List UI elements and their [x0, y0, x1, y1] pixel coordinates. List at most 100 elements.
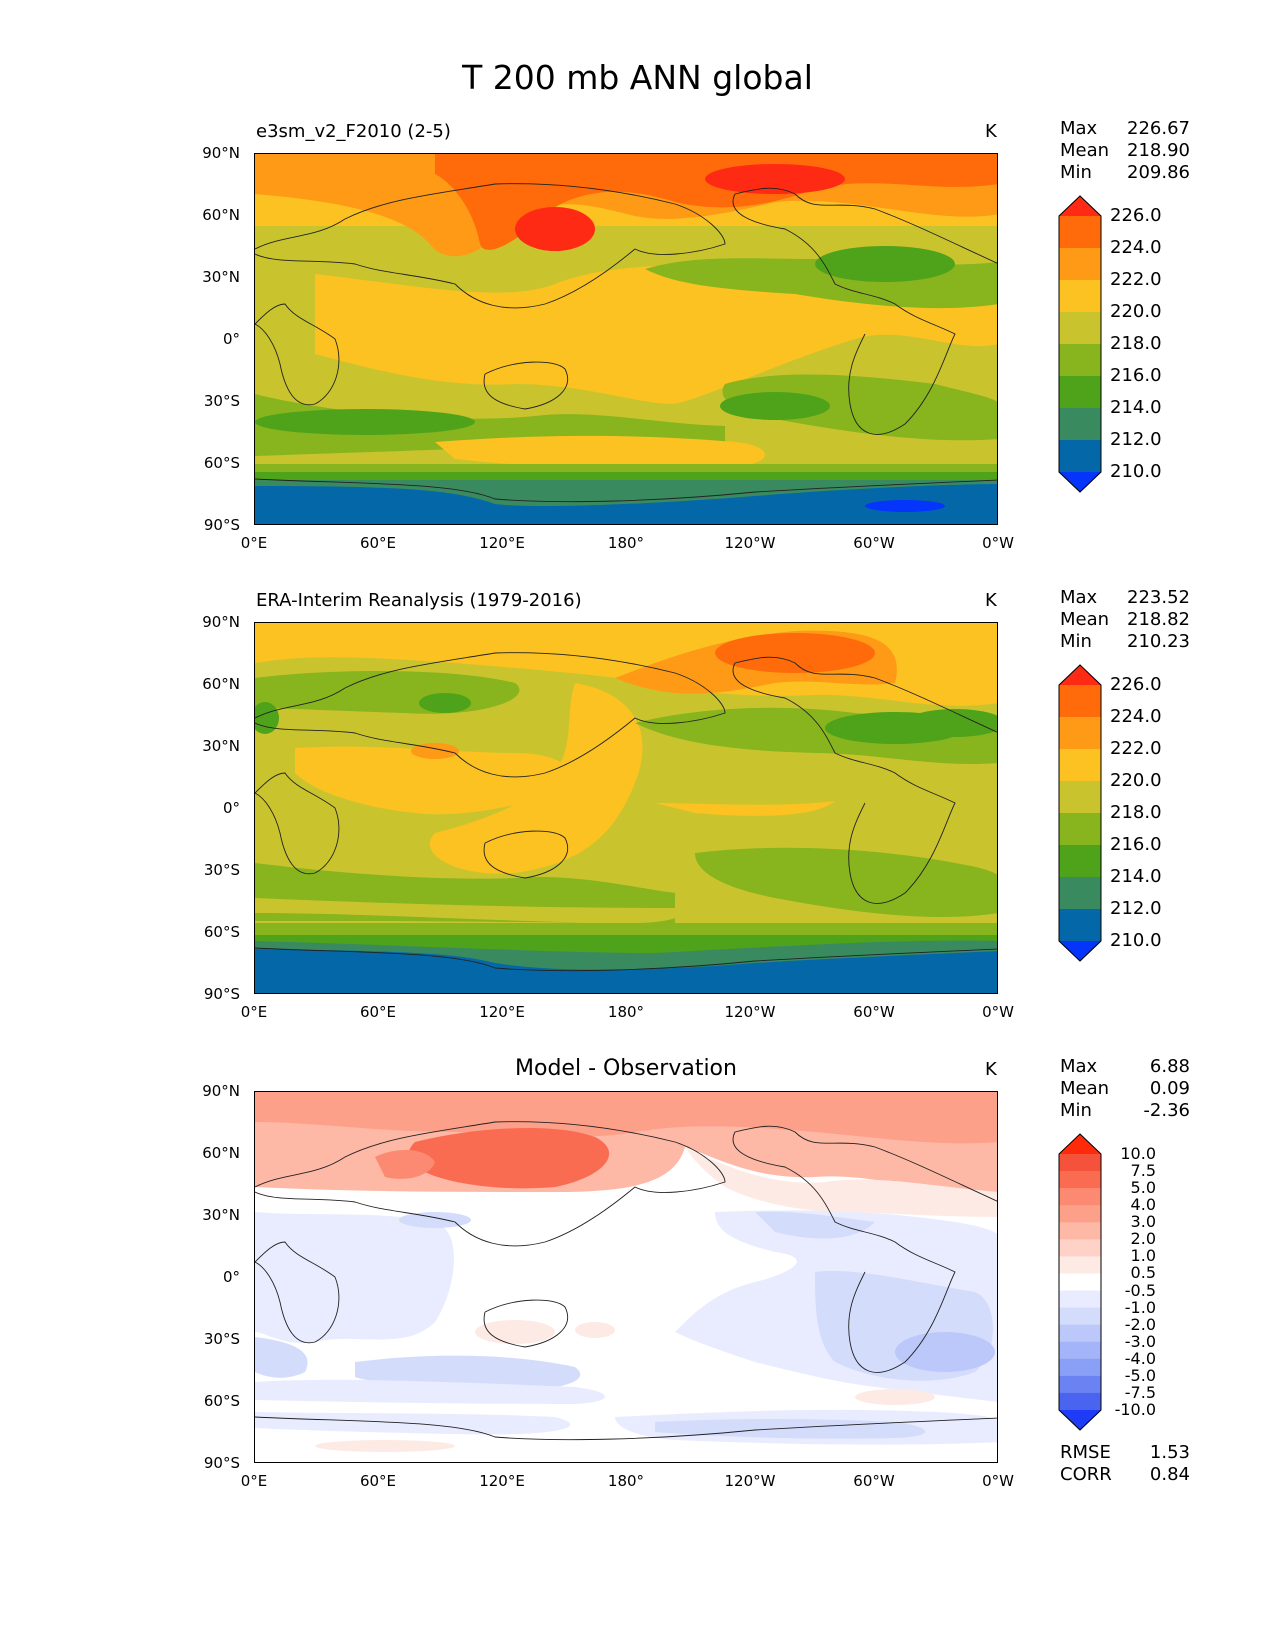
map-model	[254, 153, 998, 525]
y-tick-label: 60°S	[203, 1392, 240, 1410]
colorbar-tick-label: 216.0	[1110, 834, 1162, 855]
x-tick-label: 0°E	[240, 1003, 268, 1021]
units-label: K	[985, 1059, 997, 1080]
colorbar-graphic	[1058, 664, 1102, 962]
y-tick-label: 30°N	[202, 737, 240, 755]
rmse-corr-box: RMSE 1.53 CORR 0.84	[1060, 1442, 1190, 1486]
colorbar-tick-label: 5.0	[1130, 1178, 1156, 1198]
stats-box: Max 226.67 Mean 218.90 Min 209.86	[1060, 118, 1190, 184]
x-tick-label: 0°W	[982, 1472, 1014, 1490]
y-tick-label: 90°N	[202, 613, 240, 631]
y-tick-label: 90°S	[203, 1454, 240, 1472]
y-tick-label: 30°S	[203, 1330, 240, 1348]
stat-max: 6.88	[1149, 1056, 1190, 1077]
colorbar-tick-label: 210.0	[1110, 461, 1162, 482]
colorbar-segment	[1059, 376, 1101, 409]
y-tick-label: 90°S	[203, 985, 240, 1003]
rmse-value: 1.53	[1149, 1442, 1190, 1463]
x-tick-label: 120°W	[724, 1003, 776, 1021]
colorbar-extend-min	[1059, 941, 1101, 961]
stat-max-label: Max	[1060, 1056, 1098, 1077]
colorbar-segment	[1059, 845, 1101, 878]
colorbar-segment	[1059, 1324, 1101, 1343]
y-tick-label: 30°N	[202, 268, 240, 286]
colorbar-tick-label: -10.0	[1114, 1400, 1156, 1419]
colorbar-segment	[1059, 1392, 1101, 1411]
stat-min: -2.36	[1143, 1100, 1190, 1121]
colorbar-tick-label: 226.0	[1110, 674, 1162, 695]
x-tick-label: 120°W	[724, 534, 776, 552]
panel-diff: Model - Observation K	[0, 1056, 1275, 1496]
x-tick-label: 60°W	[853, 534, 895, 552]
colorbar-tick-label: 10.0	[1120, 1144, 1156, 1163]
stats-box: Max 6.88 Mean 0.09 Min -2.36	[1060, 1056, 1190, 1122]
y-tick-label: 60°N	[202, 1144, 240, 1162]
colorbar-tick-label: -4.0	[1124, 1348, 1156, 1368]
stat-min: 210.23	[1127, 631, 1190, 652]
colorbar-tick-label: -5.0	[1124, 1365, 1156, 1385]
units-label: K	[985, 590, 997, 611]
colorbar-extend-min	[1059, 1410, 1101, 1430]
colorbar-segment	[1059, 1205, 1101, 1223]
colorbar-tick-label: 3.0	[1130, 1212, 1156, 1232]
rmse-label: RMSE	[1060, 1442, 1111, 1463]
stat-mean: 218.90	[1127, 140, 1190, 161]
stats-box: Max 223.52 Mean 218.82 Min 210.23	[1060, 587, 1190, 653]
stat-min: 209.86	[1127, 162, 1190, 183]
colorbar-extend-max	[1059, 665, 1101, 685]
x-tick-label: 0°W	[982, 534, 1014, 552]
colorbar-segment	[1059, 877, 1101, 910]
colorbar-tick-label: 216.0	[1110, 365, 1162, 386]
colorbar-tick-label: 220.0	[1110, 301, 1162, 322]
colorbar-tick-label: 224.0	[1110, 706, 1162, 727]
colorbar-segment	[1059, 408, 1101, 441]
stat-mean-label: Mean	[1060, 140, 1110, 161]
colorbar-segment	[1059, 1273, 1101, 1292]
colorbar-segment	[1059, 248, 1101, 281]
y-tick-label: 60°S	[203, 923, 240, 941]
colorbar-tick-label: 212.0	[1110, 429, 1162, 450]
colorbar-tick-label: 210.0	[1110, 930, 1162, 951]
panel-model: e3sm_v2_F2010 (2-5) K	[0, 118, 1275, 558]
colorbar-segment	[1059, 1375, 1101, 1394]
y-tick-label: 30°N	[202, 1206, 240, 1224]
colorbar-extend-max	[1059, 1134, 1101, 1154]
colorbar-tick-label: -3.0	[1124, 1331, 1156, 1351]
stat-max-label: Max	[1060, 118, 1098, 139]
corr-value: 0.84	[1149, 1464, 1190, 1485]
colorbar-segment	[1059, 1171, 1101, 1189]
colorbar-segment	[1059, 813, 1101, 846]
colorbar-tick-label: 4.0	[1130, 1195, 1156, 1215]
colorbar-segment	[1059, 1239, 1101, 1257]
colorbar-tick-label: 224.0	[1110, 237, 1162, 258]
stat-mean: 218.82	[1127, 609, 1190, 630]
colorbar-segment	[1059, 717, 1101, 750]
colorbar-segment	[1059, 1358, 1101, 1377]
panel-title: Model - Observation	[515, 1056, 737, 1081]
colorbar-segment	[1059, 909, 1101, 942]
x-tick-label: 180°	[607, 1003, 645, 1021]
y-tick-label: 0°	[222, 799, 240, 817]
colorbar-tick-label: 214.0	[1110, 866, 1162, 887]
colorbar-segment	[1059, 749, 1101, 782]
y-tick-label: 60°S	[203, 454, 240, 472]
colorbar-segment	[1059, 1256, 1101, 1274]
y-tick-label: 30°S	[203, 861, 240, 879]
colorbar-tick-label: 222.0	[1110, 269, 1162, 290]
colorbar-tick-label: 2.0	[1130, 1229, 1156, 1249]
x-tick-label: 120°E	[479, 1003, 525, 1021]
colorbar-tick-label: 226.0	[1110, 205, 1162, 226]
colorbar-tick-label: 222.0	[1110, 738, 1162, 759]
x-tick-label: 60°W	[853, 1003, 895, 1021]
colorbar-tick-label: 1.0	[1130, 1246, 1156, 1266]
x-tick-label: 0°E	[240, 1472, 268, 1490]
y-tick-label: 90°S	[203, 516, 240, 534]
y-tick-label: 60°N	[202, 206, 240, 224]
corr-label: CORR	[1060, 1464, 1112, 1485]
y-tick-label: 0°	[222, 330, 240, 348]
colorbar-tick-label: -2.0	[1124, 1314, 1156, 1334]
x-tick-label: 180°	[607, 1472, 645, 1490]
colorbar-segment	[1059, 1307, 1101, 1326]
stat-min-label: Min	[1060, 162, 1092, 183]
stat-max-label: Max	[1060, 587, 1098, 608]
